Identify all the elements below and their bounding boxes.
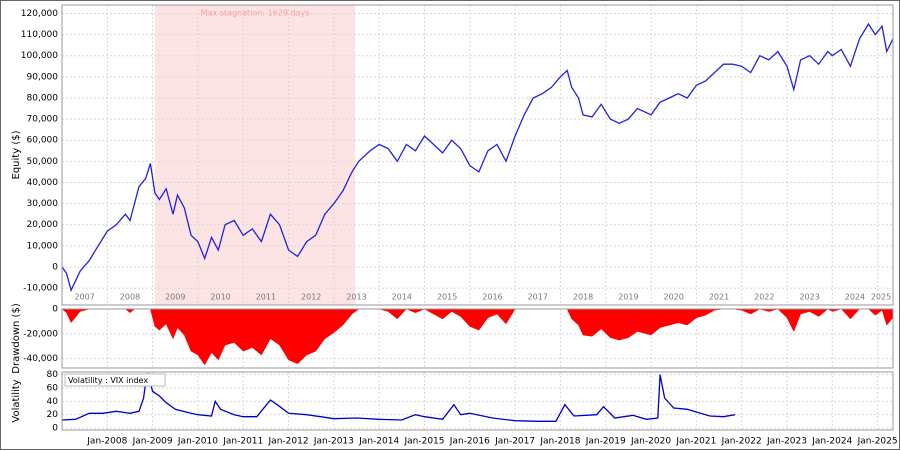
x-tick-label: 2021: [709, 293, 729, 302]
x-tick-label: Jan-2024: [811, 437, 852, 447]
x-tick-label: Jan-2025: [857, 437, 898, 447]
y-tick-label: -40,000: [23, 354, 58, 364]
x-tick-label: 2013: [346, 293, 366, 302]
x-tick-label: Jan-2018: [539, 437, 580, 447]
y-tick-label: 40,000: [27, 178, 59, 188]
x-tick-label: Jan-2023: [766, 437, 807, 447]
x-tick-label: Jan-2009: [132, 437, 173, 447]
x-tick-label: Jan-2017: [494, 437, 535, 447]
x-tick-label: Jan-2022: [721, 437, 762, 447]
y-tick-label: 120,000: [21, 9, 58, 19]
plot: [62, 309, 893, 368]
y-tick-label: 10,000: [27, 241, 59, 251]
y-tick-label: 60,000: [27, 136, 59, 146]
x-tick-label: 2017: [528, 293, 548, 302]
y-tick-label: 20: [47, 410, 59, 420]
x-tick-label: 2025: [871, 293, 891, 302]
y-tick-label: 0: [52, 305, 58, 315]
y-tick-label: 100,000: [21, 51, 58, 61]
y-tick-label: 20,000: [27, 220, 59, 230]
x-tick-label: 2020: [664, 293, 684, 302]
x-tick-label: 2007: [74, 293, 94, 302]
y-tick-label: 50,000: [27, 157, 59, 167]
y-tick-label: 40: [47, 397, 59, 407]
y-tick-label: 90,000: [27, 72, 59, 82]
y-tick-label: 70,000: [27, 115, 59, 125]
x-tick-label: Jan-2012: [268, 437, 309, 447]
y-tick-label: -20,000: [23, 329, 58, 339]
x-tick-label: 2008: [120, 293, 140, 302]
line: [62, 22, 893, 293]
x-tick-label: 2019: [618, 293, 638, 302]
x-tick-label: Jan-2013: [313, 437, 354, 447]
y-tick-label: 80: [47, 370, 59, 380]
x-tick-label: Jan-2014: [358, 437, 399, 447]
y-axis-label: Volatility: [11, 379, 22, 422]
y-tick-label: 0: [52, 424, 58, 434]
legend-box: [64, 373, 166, 387]
x-tick-label: 2016: [482, 293, 502, 302]
plot: [62, 5, 893, 305]
y-tick-label: 80,000: [27, 93, 59, 103]
y-axis-label: Drawdown ($): [11, 303, 22, 374]
x-tick-label: Jan-2019: [585, 437, 626, 447]
x-tick-label: 2022: [754, 293, 774, 302]
x-tick-label: 2023: [799, 293, 819, 302]
x-tick-label: Jan-2015: [403, 437, 444, 447]
x-tick-label: 2010: [210, 293, 230, 302]
x-tick-label: Jan-2008: [86, 437, 127, 447]
x-tick-label: 2015: [437, 293, 457, 302]
stagnation-span: [154, 5, 356, 305]
y-tick-label: 0: [52, 262, 58, 272]
x-tick-label: Jan-2021: [675, 437, 716, 447]
y-tick-label: 110,000: [21, 30, 58, 40]
x-tick-label: 2009: [165, 293, 185, 302]
x-tick-label: 2024: [845, 293, 865, 302]
x-tick-label: 2011: [256, 293, 276, 302]
plot-frame: [61, 308, 894, 369]
area: [62, 309, 893, 366]
plot-frame: [61, 371, 894, 431]
plot-frame: [61, 4, 894, 306]
y-axis-label: Equity ($): [11, 130, 22, 179]
x-tick-label: 2014: [392, 293, 412, 302]
x-tick-label: 2012: [301, 293, 321, 302]
y-tick-label: -10,000: [23, 284, 58, 294]
x-tick-label: 2018: [573, 293, 593, 302]
y-tick-label: 30,000: [27, 199, 59, 209]
x-tick-label: Jan-2016: [449, 437, 490, 447]
x-tick-label: Jan-2020: [630, 437, 671, 447]
annotation: Max stagnation: 1629 days: [201, 9, 310, 18]
x-tick-label: Jan-2010: [177, 437, 218, 447]
x-tick-label: Jan-2011: [222, 437, 263, 447]
y-tick-label: 60: [47, 384, 59, 394]
legend-label: Volatility : VIX index: [68, 376, 148, 385]
